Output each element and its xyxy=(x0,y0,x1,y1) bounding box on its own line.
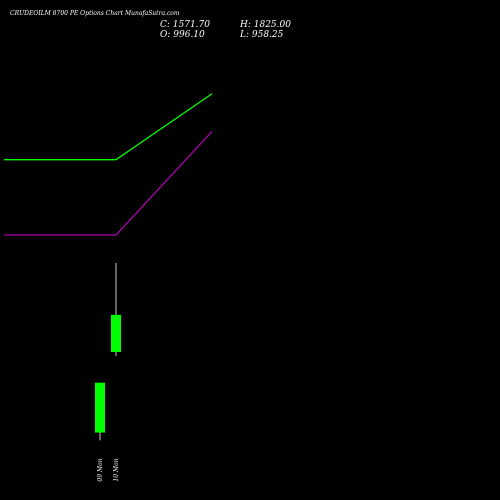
x-tick-label-0: 09 Mon xyxy=(97,458,104,481)
x-tick-label-1: 10 Mon xyxy=(113,458,120,481)
close-value: C: 1571.70 xyxy=(160,20,210,30)
candle-body-0 xyxy=(95,382,105,433)
series-line-0 xyxy=(4,93,213,161)
low-value: L: 958.25 xyxy=(240,30,284,40)
series-line-1 xyxy=(4,130,213,236)
open-value: O: 996.10 xyxy=(160,30,205,40)
high-value: H: 1825.00 xyxy=(240,20,291,30)
candle-body-1 xyxy=(111,314,121,352)
chart-title: CRUDEOILM 8700 PE Options Chart MunafaSu… xyxy=(10,10,180,17)
